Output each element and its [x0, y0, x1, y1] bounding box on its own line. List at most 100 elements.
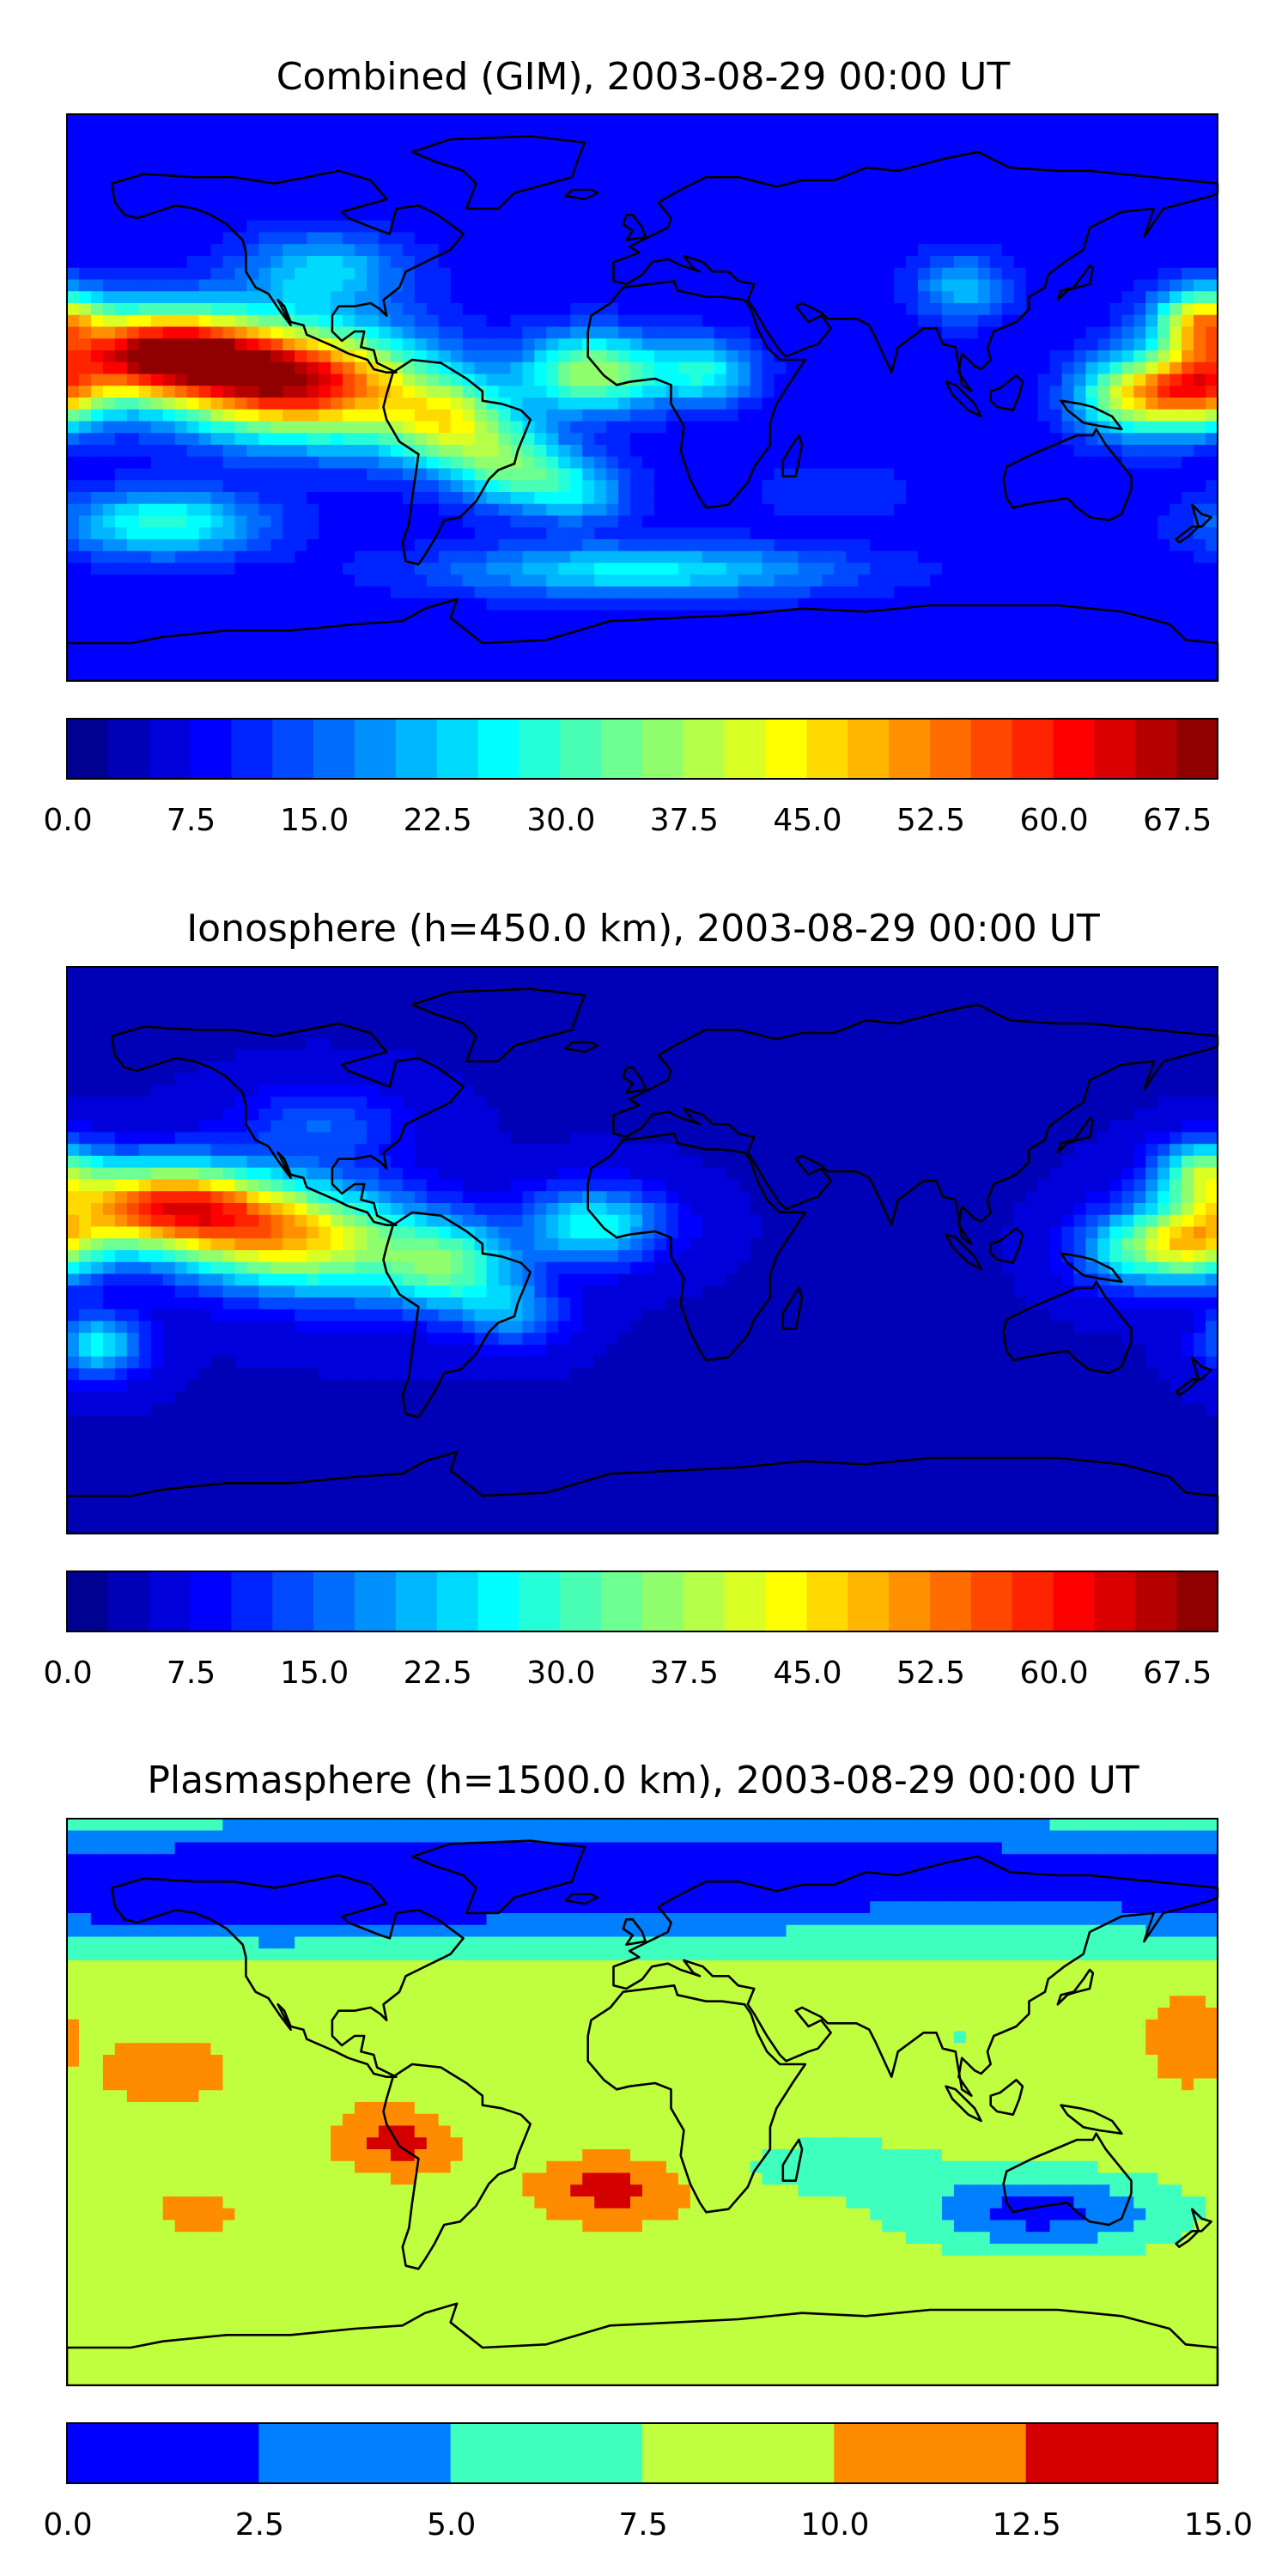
field-cell: [150, 445, 164, 458]
field-cell: [594, 634, 607, 647]
field-cell: [750, 256, 763, 269]
field-cell: [462, 398, 476, 410]
field-cell: [295, 338, 307, 351]
field-cell: [1025, 279, 1039, 292]
field-cell: [834, 990, 847, 1003]
field-cell: [426, 279, 440, 292]
field-cell: [858, 197, 871, 210]
field-cell: [462, 350, 476, 363]
field-cell: [534, 173, 547, 186]
field-cell: [90, 657, 104, 670]
field-cell: [78, 267, 92, 281]
field-cell: [906, 539, 919, 552]
field-cell: [1025, 645, 1039, 659]
field-cell: [1182, 291, 1194, 304]
field-cell: [150, 125, 164, 139]
field-cell: [474, 185, 488, 197]
field-cell: [906, 409, 919, 422]
field-cell: [319, 562, 331, 575]
field-cell: [1037, 256, 1051, 269]
field-cell: [1206, 386, 1218, 398]
field-cell: [162, 209, 176, 222]
field-cell: [989, 220, 1003, 234]
field-cell: [186, 622, 200, 635]
field-cell: [630, 173, 643, 186]
field-cell: [1109, 598, 1122, 611]
field-cell: [882, 149, 895, 162]
field-cell: [307, 645, 319, 659]
field-cell: [126, 1002, 140, 1015]
field-cell: [677, 990, 691, 1003]
field-cell: [462, 634, 476, 647]
field-cell: [1097, 350, 1110, 363]
field-cell: [653, 209, 667, 222]
field-cell: [307, 669, 319, 682]
field-cell: [174, 492, 188, 505]
field-cell: [498, 209, 512, 222]
field-cell: [750, 125, 763, 139]
field-cell: [402, 409, 416, 422]
field-cell: [67, 492, 80, 505]
field-cell: [989, 622, 1003, 635]
field-cell: [1145, 149, 1158, 162]
field-cell: [474, 374, 488, 386]
field-cell: [331, 421, 343, 434]
field-cell: [977, 468, 991, 481]
field-cell: [270, 149, 283, 162]
field-cell: [510, 137, 524, 150]
field-cell: [941, 468, 955, 481]
field-cell: [594, 197, 607, 210]
field-cell: [426, 480, 440, 493]
field-cell: [798, 527, 811, 540]
field-cell: [1109, 634, 1122, 647]
field-cell: [126, 598, 140, 611]
field-cell: [738, 990, 751, 1003]
field-cell: [234, 433, 247, 446]
field-cell: [186, 197, 200, 210]
field-cell: [390, 244, 404, 257]
field-cell: [210, 598, 224, 611]
field-cell: [402, 586, 416, 599]
field-cell: [1133, 468, 1146, 481]
field-cell: [618, 232, 631, 245]
field-cell: [67, 527, 80, 540]
field-cell: [510, 326, 524, 339]
field-cell: [786, 539, 799, 552]
field-cell: [930, 350, 943, 363]
field-cell: [953, 527, 967, 540]
field-cell: [846, 267, 859, 281]
field-cell: [1037, 149, 1051, 162]
field-cell: [870, 669, 883, 682]
field-cell: [366, 209, 380, 222]
field-cell: [834, 550, 847, 564]
field-cell: [295, 657, 307, 670]
field-cell: [677, 386, 691, 398]
field-cell: [989, 161, 1003, 174]
field-cell: [594, 256, 607, 269]
field-cell: [150, 137, 164, 150]
field-cell: [331, 527, 343, 540]
field-cell: [67, 515, 80, 528]
field-cell: [665, 161, 679, 174]
field-cell: [822, 220, 835, 234]
field-cell: [1037, 421, 1051, 434]
field-cell: [378, 645, 392, 659]
field-cell: [186, 220, 200, 234]
field-cell: [1013, 314, 1027, 328]
field-cell: [546, 149, 559, 162]
field-cell: [1121, 421, 1134, 434]
field-cell: [426, 374, 440, 386]
field-cell: [690, 326, 703, 339]
field-cell: [953, 990, 967, 1003]
field-cell: [546, 374, 559, 386]
field-cell: [390, 326, 404, 339]
field-cell: [690, 527, 703, 540]
field-cell: [270, 326, 283, 339]
field-cell: [126, 503, 140, 517]
field-cell: [786, 456, 799, 470]
field-cell: [570, 267, 583, 281]
field-cell: [822, 185, 835, 197]
field-cell: [1170, 622, 1182, 635]
field-cell: [498, 657, 512, 670]
field-cell: [498, 267, 512, 281]
